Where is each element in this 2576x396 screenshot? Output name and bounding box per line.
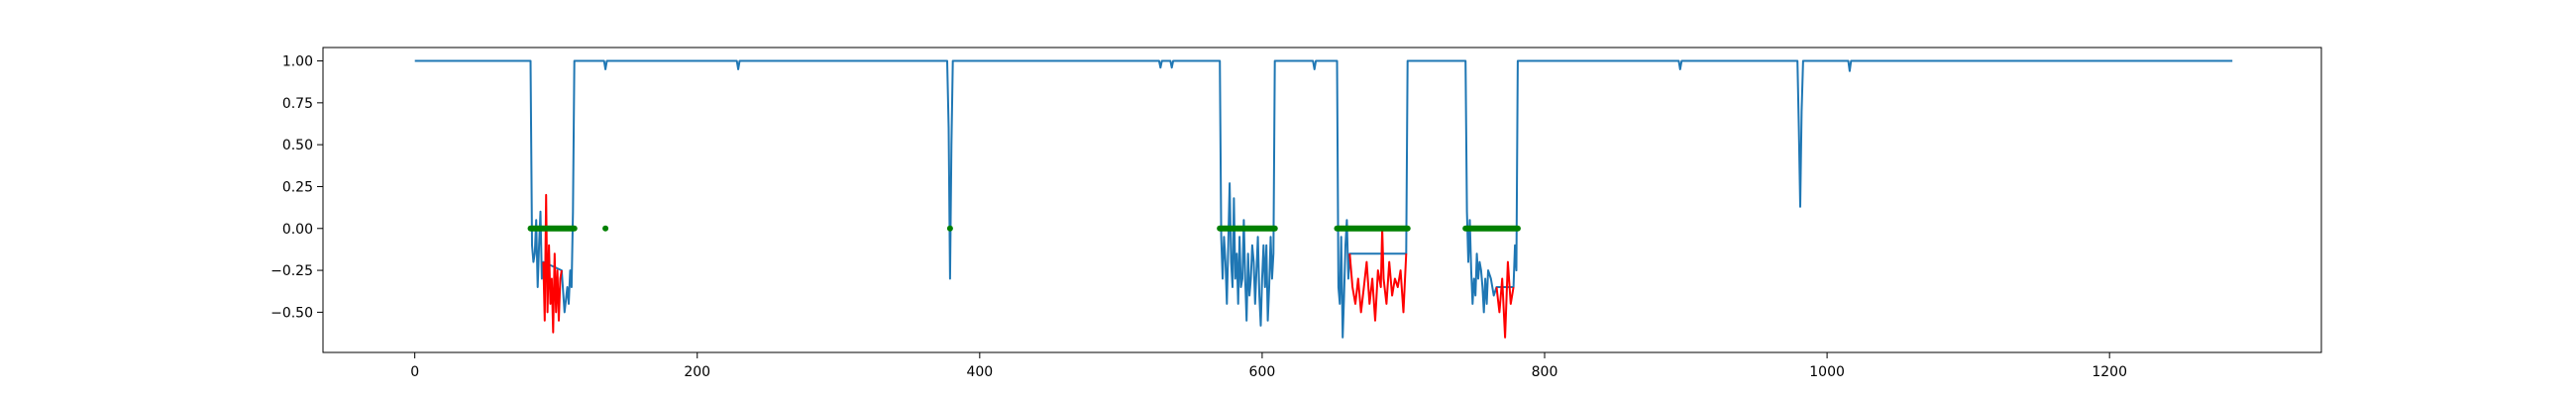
y-tick-label: 1.00	[282, 54, 313, 70]
y-tick-label: 0.50	[282, 138, 313, 153]
x-tick-label: 400	[966, 364, 993, 380]
y-tick-label: 0.25	[282, 179, 313, 195]
y-tick-label: −0.50	[270, 305, 313, 321]
y-axis: −0.50 −0.25 0.00 0.25 0.50 0.75 1.00	[270, 54, 323, 321]
x-tick-label: 600	[1249, 364, 1276, 380]
x-tick-label: 800	[1532, 364, 1558, 380]
main-series	[414, 59, 2233, 339]
zero-marker-series	[527, 225, 1521, 232]
x-tick-label: 1200	[2092, 364, 2127, 380]
x-tick-label: 0	[410, 364, 419, 380]
x-tick-label: 1000	[1809, 364, 1845, 380]
y-tick-label: −0.25	[270, 263, 313, 279]
x-axis: 0 200 400 600 800 1000 1200	[410, 352, 2127, 380]
highlight-segment-1	[542, 193, 563, 334]
highlight-series	[542, 193, 1515, 339]
main-series-line	[414, 59, 2233, 339]
highlight-segment-3	[1495, 260, 1515, 339]
plot-area	[414, 59, 2233, 339]
zero-marker-point-2	[946, 225, 953, 232]
zero-marker-point-1	[602, 225, 609, 232]
highlight-segment-2	[1348, 227, 1408, 322]
x-tick-label: 200	[684, 364, 710, 380]
y-tick-label: 0.00	[282, 222, 313, 238]
y-tick-label: 0.75	[282, 96, 313, 112]
axes-frame	[322, 47, 2322, 353]
